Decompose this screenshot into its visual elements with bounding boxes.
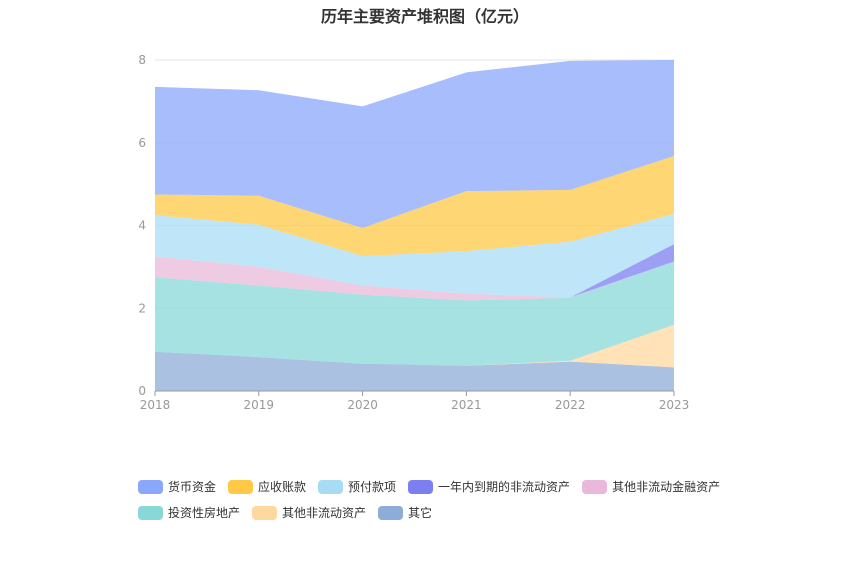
area-series [155,155,674,257]
area-series [155,324,674,368]
legend-swatch [228,479,254,494]
legend-item[interactable]: 货币资金 [138,478,216,495]
legend-swatch [408,479,434,494]
legend-item[interactable]: 投资性房地产 [138,504,240,521]
legend-item[interactable]: 其他非流动资产 [252,504,366,521]
y-tick-label: 4 [138,219,146,233]
x-tick-label: 2021 [451,398,482,412]
x-tick-label: 2022 [555,398,586,412]
x-tick-label: 2020 [347,398,378,412]
legend-item[interactable]: 应收账款 [228,478,306,495]
legend-swatch [252,505,278,520]
chart-legend: 货币资金 应收账款 预付款项 一年内到期的非流动资产 其他非流动金融资产投资性房地产 其他… [138,478,758,530]
y-tick-label: 2 [138,301,146,315]
x-tick-label: 2018 [140,398,171,412]
legend-swatch [378,505,404,520]
legend-swatch [318,479,344,494]
x-tick-label: 2019 [244,398,275,412]
legend-label: 投资性房地产 [168,506,241,520]
legend-label: 应收账款 [258,480,307,494]
legend-label: 一年内到期的非流动资产 [438,480,571,494]
legend-swatch [138,505,163,520]
legend-item[interactable]: 一年内到期的非流动资产 [408,478,570,495]
y-tick-label: 0 [138,384,146,398]
legend-label: 预付款项 [348,480,397,494]
area-series [155,256,674,301]
area-series [155,213,674,298]
legend-item[interactable]: 其他非流动金融资产 [582,478,720,495]
area-series [155,261,674,366]
legend-item[interactable]: 预付款项 [318,478,396,495]
legend-label: 其他非流动金融资产 [612,480,721,494]
legend-label: 货币资金 [168,480,217,494]
y-tick-label: 8 [138,53,146,67]
legend-item[interactable]: 其它 [378,504,432,521]
x-tick-label: 2023 [659,398,690,412]
legend-label: 其他非流动资产 [282,506,367,520]
area-series [155,351,674,391]
legend-swatch [138,479,163,494]
legend-label: 其它 [408,506,433,520]
chart-title: 历年主要资产堆积图（亿元） [320,7,529,26]
area-series [155,60,674,228]
legend-swatch [582,479,608,494]
y-tick-label: 6 [138,136,146,150]
